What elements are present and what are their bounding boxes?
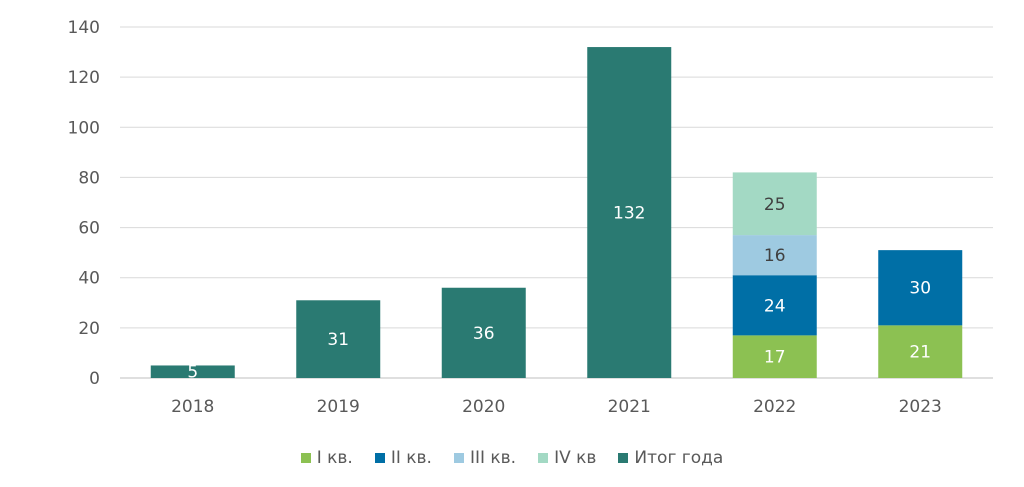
legend-label: II кв. (390, 448, 432, 468)
y-tick-label: 140 (68, 18, 100, 38)
data-label: 5 (187, 363, 198, 383)
bar (441, 287, 526, 378)
bar (587, 47, 672, 379)
x-tick-label: 2018 (171, 397, 214, 417)
legend-label: Итог года (634, 448, 724, 468)
bar (878, 325, 963, 378)
legend-item: Итог года (618, 448, 723, 468)
bar (732, 235, 817, 276)
legend-swatch (618, 453, 629, 463)
data-label: 25 (764, 195, 786, 215)
y-tick-label: 60 (78, 219, 100, 239)
legend-label: III кв. (469, 448, 517, 468)
legend-item: III кв. (453, 448, 517, 468)
y-tick-label: 120 (68, 68, 100, 88)
bar (878, 250, 963, 326)
bar-chart: 0 20 40 60 80 100 120 140 2018 2019 2020 2021 2022 20… (68, 18, 993, 417)
data-label: 31 (327, 330, 349, 350)
data-label: 16 (764, 246, 786, 266)
legend-item: I кв. (300, 448, 353, 468)
y-tick-label: 40 (78, 269, 100, 289)
data-label: 17 (764, 348, 786, 368)
legend-item: IV кв (538, 448, 596, 468)
legend-label: IV кв (554, 448, 597, 468)
bar (732, 172, 817, 236)
bar (732, 275, 817, 336)
y-tick-label: 80 (78, 168, 100, 188)
bar (150, 365, 235, 378)
data-label: 21 (909, 343, 931, 363)
x-tick-label: 2020 (462, 397, 505, 417)
data-label: 24 (764, 296, 786, 316)
data-label: 30 (909, 279, 931, 299)
bar (732, 335, 817, 378)
bar (296, 300, 381, 378)
legend-label: I кв. (316, 448, 353, 468)
x-tick-label: 2022 (753, 397, 796, 417)
legend-swatch (453, 453, 464, 463)
x-tick-label: 2021 (608, 397, 651, 417)
x-tick-label: 2023 (899, 397, 942, 417)
y-tick-label: 100 (68, 118, 100, 138)
legend-swatch (538, 453, 549, 463)
chart-legend: I кв. II кв. III кв. IV кв Итог года (0, 446, 1024, 470)
y-tick-label: 20 (78, 319, 100, 339)
y-tick-label: 0 (89, 369, 100, 389)
x-tick-label: 2019 (317, 397, 360, 417)
legend-swatch (300, 453, 311, 463)
data-label: 36 (473, 324, 495, 344)
legend-item: II кв. (374, 448, 432, 468)
legend-swatch (374, 453, 385, 463)
data-label: 132 (613, 204, 645, 224)
